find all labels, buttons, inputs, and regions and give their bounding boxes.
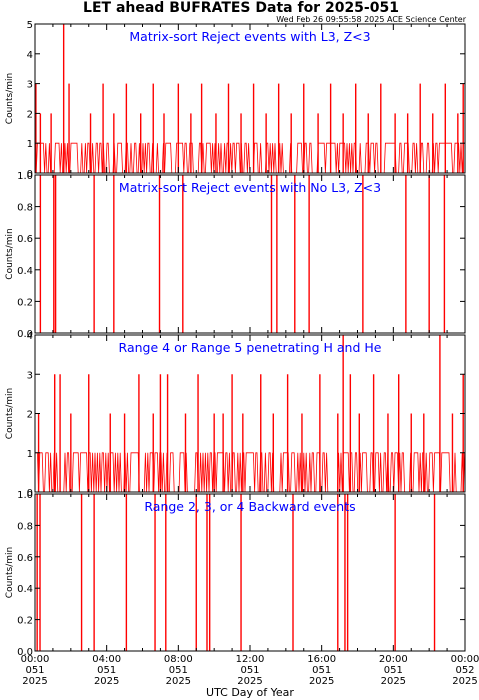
- series-baseline: [34, 452, 465, 493]
- x-tick-year: 2025: [22, 676, 47, 687]
- y-tick-label: 1.0: [17, 490, 33, 501]
- x-tick-doy: 051: [97, 665, 116, 676]
- y-tick-label: 0.0: [17, 647, 33, 658]
- x-tick-time: 08:00: [164, 654, 193, 665]
- x-tick-year: 2025: [94, 676, 119, 687]
- y-tick-label: 1.0: [17, 171, 33, 182]
- y-tick-label: 3: [27, 80, 33, 91]
- x-tick-time: 20:00: [379, 654, 408, 665]
- y-tick-label: 0.6: [17, 553, 33, 564]
- y-tick-label: 1: [27, 449, 33, 460]
- x-tick-doy: 051: [169, 665, 188, 676]
- panel-frame: [34, 493, 466, 652]
- x-tick-year: 2025: [166, 676, 191, 687]
- x-axis-label: UTC Day of Year: [206, 686, 294, 699]
- x-tick-time: 16:00: [307, 654, 336, 665]
- timestamp: Wed Feb 26 09:55:58 2025 ACE Science Cen…: [276, 15, 466, 24]
- panel-title: Range 2, 3, or 4 Backward events: [144, 499, 355, 514]
- panel-2: 0.0 0.2 0.4 0.6 0.8 1.0 Counts/min Matrix-sort …: [5, 171, 466, 340]
- y-tick-label: 4: [27, 331, 33, 342]
- x-tick-year: 2025: [309, 676, 334, 687]
- y-axis-label: Counts/min: [5, 228, 15, 279]
- y-tick-label: 0.4: [17, 266, 33, 277]
- panel-1: 0 1 2 3 4 5 Counts/min Matrix-sort Reject event…: [5, 20, 466, 180]
- panel-title: Matrix-sort Reject events with L3, Z<3: [129, 29, 370, 44]
- x-tick-doy: 052: [455, 665, 474, 676]
- y-tick-label: 0: [27, 488, 33, 499]
- panel-frame: [34, 174, 466, 334]
- panel-4: 0.0 0.2 0.4 0.6 0.8 1.0 Counts/min Range 2, 3, …: [5, 490, 466, 658]
- y-tick-label: 0.6: [17, 234, 33, 245]
- x-tick-time: 00:00: [21, 654, 50, 665]
- x-tick-time: 04:00: [92, 654, 121, 665]
- y-tick-label: 3: [27, 370, 33, 381]
- y-axis-label: Counts/min: [5, 388, 15, 439]
- y-tick-label: 2: [27, 410, 33, 421]
- y-axis-label: Counts/min: [5, 73, 15, 124]
- x-tick-doy: 051: [312, 665, 331, 676]
- panel-3: 0 1 2 3 4 Counts/min Range 4 or Range 5 penetr…: [5, 331, 466, 499]
- x-tick-year: 2025: [381, 676, 406, 687]
- x-tick-time: 12:00: [236, 654, 265, 665]
- x-tick-doy: 051: [384, 665, 403, 676]
- y-tick-label: 0: [27, 169, 33, 180]
- panel-title: Matrix-sort Reject events with No L3, Z<…: [119, 180, 381, 195]
- y-tick-label: 4: [27, 50, 33, 61]
- y-tick-label: 0.0: [17, 329, 33, 340]
- y-tick-label: 0.2: [17, 616, 33, 627]
- y-tick-label: 0.8: [17, 521, 33, 532]
- y-tick-label: 1: [27, 139, 33, 150]
- x-tick-doy: 051: [25, 665, 44, 676]
- y-tick-label: 0.8: [17, 203, 33, 214]
- panel-title: Range 4 or Range 5 penetrating H and He: [119, 340, 382, 355]
- y-tick-label: 0.4: [17, 584, 33, 595]
- y-tick-label: 5: [27, 20, 33, 31]
- x-tick-year: 2025: [452, 676, 477, 687]
- chart-title: LET ahead BUFRATES Data for 2025-051: [83, 0, 399, 16]
- y-tick-label: 0.2: [17, 297, 33, 308]
- y-tick-label: 2: [27, 109, 33, 120]
- x-tick-doy: 051: [240, 665, 259, 676]
- y-axis-label: Counts/min: [5, 547, 15, 598]
- x-tick-time: 00:00: [451, 654, 479, 665]
- x-tick-year: 2025: [237, 676, 262, 687]
